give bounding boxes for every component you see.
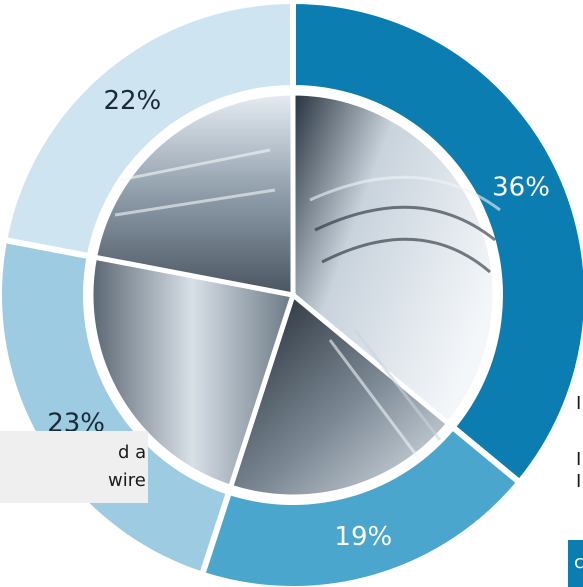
slice-photo: [227, 290, 453, 500]
photo-detail: [309, 175, 501, 212]
photo-detail: [119, 148, 271, 182]
photo-detail: [114, 188, 276, 217]
center-photos: [88, 90, 501, 500]
right-badge-text: c: [574, 552, 583, 573]
slice-photo: [91, 90, 296, 299]
donut-slice: [290, 0, 583, 487]
slice-labels: 36%19%23%22%: [47, 86, 550, 552]
slice-photo: [88, 254, 297, 491]
photo-detail: [314, 205, 496, 242]
donut-slice: [0, 0, 296, 260]
right-fragment-1: I: [576, 393, 582, 414]
photo-detail: [353, 329, 442, 441]
caption-line-1: d a: [118, 442, 147, 463]
photo-detail: [328, 339, 422, 461]
slice-label: 19%: [334, 522, 392, 552]
caption-line-2: wire: [108, 470, 146, 491]
photo-detail: [321, 237, 491, 274]
caption-fragment: d a wire: [0, 431, 148, 503]
slice-label: 22%: [103, 86, 161, 116]
right-fragment-3: I: [576, 471, 582, 492]
right-badge: c: [568, 540, 583, 587]
slice-photo: [290, 90, 498, 428]
right-fragment-2: I: [576, 449, 582, 470]
slice-label: 36%: [492, 173, 550, 203]
